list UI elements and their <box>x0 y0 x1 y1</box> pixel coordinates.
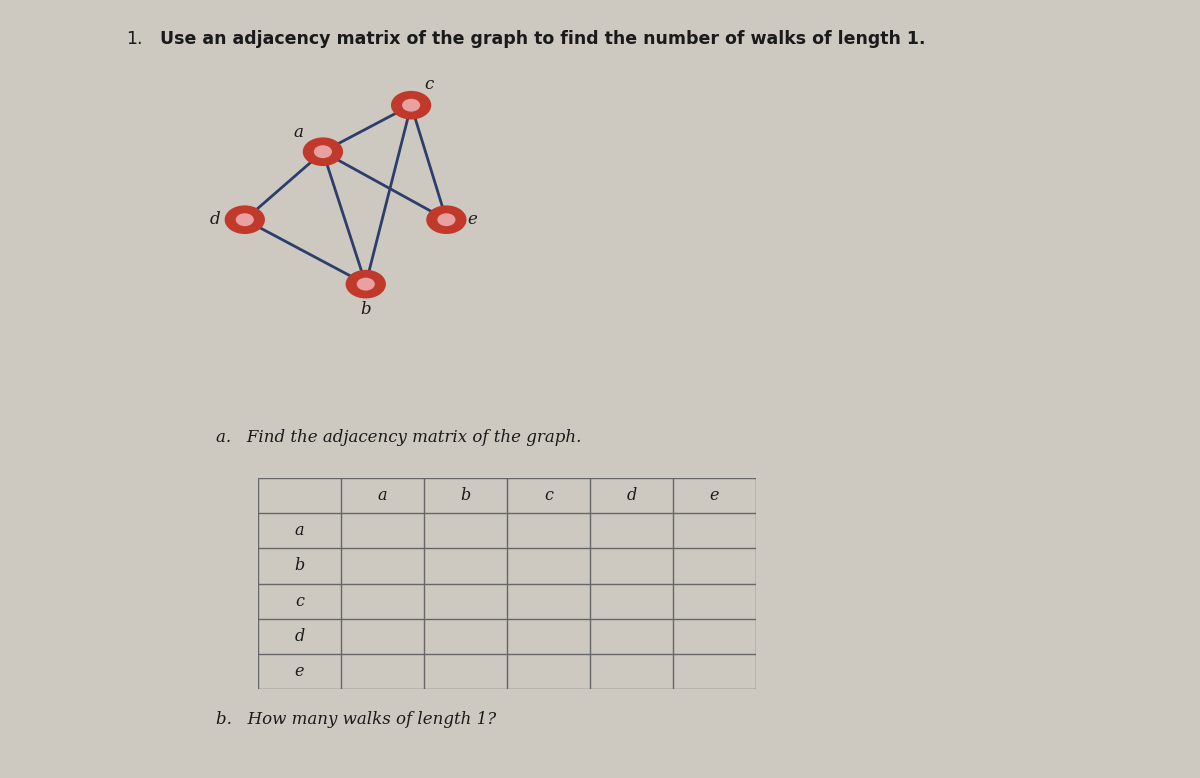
Circle shape <box>402 99 420 111</box>
Text: e: e <box>709 488 719 504</box>
Circle shape <box>235 213 254 226</box>
Text: c: c <box>295 593 304 609</box>
Text: a: a <box>294 124 304 141</box>
Text: d: d <box>294 628 305 644</box>
Text: 1.: 1. <box>126 30 143 47</box>
Text: b: b <box>461 488 470 504</box>
Circle shape <box>346 270 386 299</box>
Circle shape <box>224 205 265 234</box>
Text: d: d <box>209 211 220 228</box>
Circle shape <box>391 91 431 120</box>
Text: a: a <box>295 523 305 539</box>
Circle shape <box>426 205 467 234</box>
Text: c: c <box>425 76 434 93</box>
Text: a: a <box>378 488 388 504</box>
Text: b: b <box>360 301 371 318</box>
Text: e: e <box>295 663 305 679</box>
Circle shape <box>437 213 456 226</box>
Text: c: c <box>544 488 553 504</box>
Circle shape <box>356 278 374 290</box>
Text: e: e <box>468 211 478 228</box>
Text: d: d <box>626 488 637 504</box>
Text: b.   How many walks of length 1?: b. How many walks of length 1? <box>216 711 496 728</box>
Text: Use an adjacency matrix of the graph to find the number of walks of length 1.: Use an adjacency matrix of the graph to … <box>160 30 925 47</box>
Text: b: b <box>294 558 305 574</box>
Text: a.   Find the adjacency matrix of the graph.: a. Find the adjacency matrix of the grap… <box>216 429 581 446</box>
Circle shape <box>314 145 332 158</box>
Circle shape <box>302 138 343 166</box>
